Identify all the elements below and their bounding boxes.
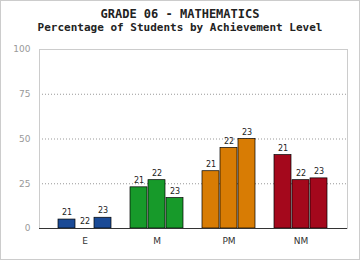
svg-text:25: 25 — [19, 179, 30, 189]
svg-text:23: 23 — [98, 206, 108, 215]
svg-text:21: 21 — [278, 144, 288, 153]
svg-text:23: 23 — [170, 187, 180, 196]
svg-text:22: 22 — [296, 169, 306, 178]
svg-text:21: 21 — [62, 208, 72, 217]
svg-text:21: 21 — [134, 176, 144, 185]
svg-text:23: 23 — [242, 128, 252, 137]
svg-text:NM: NM — [294, 236, 309, 246]
svg-text:22: 22 — [80, 217, 90, 226]
svg-text:M: M — [153, 236, 161, 246]
svg-text:100: 100 — [13, 44, 30, 54]
svg-text:22: 22 — [224, 137, 234, 146]
svg-text:22: 22 — [152, 169, 162, 178]
svg-text:PM: PM — [222, 236, 235, 246]
html-text:GRADE 06 - MATHEMATICS: GRADE 06 - MATHEMATICS — [100, 7, 260, 21]
svg-text:0: 0 — [25, 223, 31, 233]
svg-text:E: E — [82, 236, 88, 246]
svg-text:21: 21 — [206, 160, 216, 169]
svg-text:50: 50 — [19, 134, 31, 144]
html-text:Percentage of Students by Achi: Percentage of Students by Achievement Le… — [37, 21, 323, 34]
svg-text:23: 23 — [314, 167, 324, 176]
svg-text:75: 75 — [19, 89, 30, 99]
